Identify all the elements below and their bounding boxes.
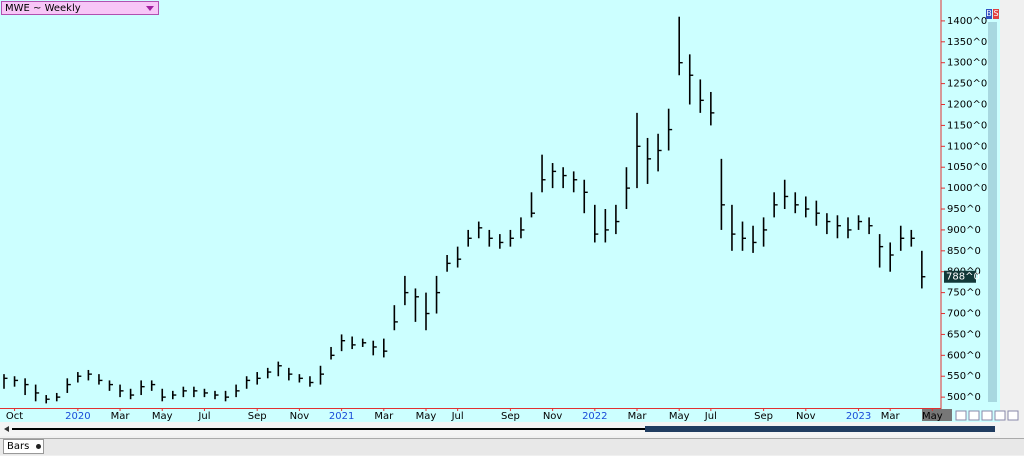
order-buttons: B S [986,9,999,19]
nav-button[interactable] [968,410,980,421]
y-tick-label: 1150^0 [947,120,987,131]
nav-buttons [955,410,1019,421]
symbol-dropdown[interactable]: MWE ~ Weekly [1,1,159,15]
buy-button[interactable]: B [986,9,992,19]
x-tick-label: Sep [754,411,773,422]
y-tick-label: 1200^0 [947,100,987,111]
x-tick-label: Mar [628,411,648,422]
footer: Bars [0,438,1024,455]
x-tick-label: Mar [881,411,901,422]
y-tick-label: 850^0 [947,246,981,257]
x-tick-label: Mar [374,411,394,422]
study-tab[interactable]: Bars [3,439,45,454]
x-tick-label: Nov [796,411,816,422]
x-tick-label: Jul [451,411,464,422]
y-tick-label: 1300^0 [947,58,987,69]
x-tick-label: Sep [501,411,520,422]
study-label: Bars [7,441,30,452]
symbol-label: MWE ~ Weekly [5,3,81,14]
chart: 500^0550^0600^0650^0700^0750^0800^0850^0… [0,0,1024,438]
x-tick-label: Sep [248,411,267,422]
y-tick-label: 950^0 [947,204,981,215]
right-margin [1000,0,1024,438]
x-tick-label: May [669,411,690,422]
y-tick-label: 1100^0 [947,141,987,152]
scroll-thumb[interactable] [645,426,995,432]
price-axis [941,0,985,408]
x-tick-label: Nov [543,411,563,422]
x-tick-label: Nov [290,411,310,422]
y-tick-label: 750^0 [947,288,981,299]
y-tick-label: 1000^0 [947,183,987,194]
dropdown-arrow [146,6,154,11]
x-tick-label: May [416,411,437,422]
y-tick-label: 600^0 [947,350,981,361]
y-tick-label: 650^0 [947,329,981,340]
x-tick-label: Mar [111,411,131,422]
y-tick-label: 1050^0 [947,162,987,173]
plot-area [0,0,941,408]
x-tick-label: May [922,411,943,422]
x-tick-label: 2020 [65,411,90,422]
sell-button[interactable]: S [993,9,999,19]
x-tick-label: Jul [704,411,717,422]
tab-icon [36,444,42,449]
x-tick-label: Oct [6,411,23,422]
x-tick-label: 2022 [582,411,607,422]
side-bar [988,22,997,402]
nav-button[interactable] [994,410,1006,421]
last-price-label: 788^0 [946,272,980,283]
x-tick-label: 2023 [846,411,871,422]
y-tick-label: 1400^0 [947,16,987,27]
time-axis [0,408,1000,422]
y-tick-label: 700^0 [947,309,981,320]
current-period [922,409,952,421]
y-tick-label: 1250^0 [947,79,987,90]
y-tick-label: 1350^0 [947,37,987,48]
x-tick-label: Jul [197,411,210,422]
scroll-left[interactable] [4,426,9,432]
y-tick-label: 550^0 [947,371,981,382]
nav-button[interactable] [1007,410,1019,421]
y-tick-label: 500^0 [947,392,981,403]
nav-button[interactable] [955,410,967,421]
x-tick-label: 2021 [329,411,354,422]
y-tick-label: 900^0 [947,225,981,236]
nav-button[interactable] [981,410,993,421]
x-tick-label: May [152,411,173,422]
last-price-box [944,270,976,283]
